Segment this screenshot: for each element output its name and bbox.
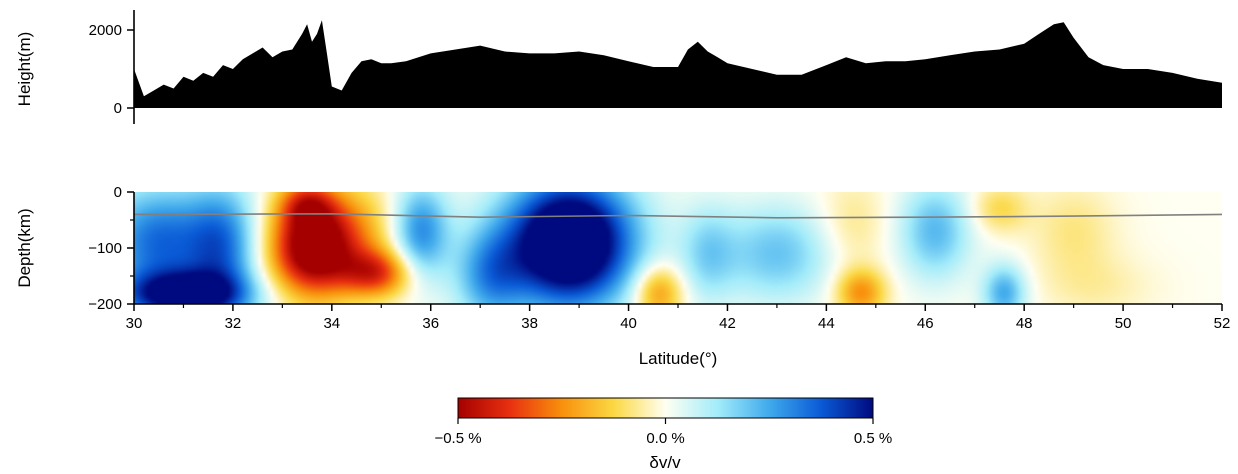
tomography-x-tick-label: 38 — [521, 315, 538, 332]
tomography-y-tick-label: −100 — [88, 240, 122, 257]
colorbar-title: δv/v — [649, 453, 681, 472]
colorbar-tick-label: 0.5 % — [854, 430, 892, 447]
tomography-x-tick-label: 30 — [126, 315, 143, 332]
tomography-y-axis-title: Depth(km) — [15, 208, 34, 287]
tomography-x-tick-label: 34 — [323, 315, 340, 332]
colorbar-gradient — [457, 397, 874, 419]
tomography-x-tick-label: 42 — [719, 315, 736, 332]
colorbar-tick-label: 0.0 % — [646, 430, 684, 447]
tomography-y-ticks: 0 −100 −200 — [88, 184, 134, 313]
tomography-x-tick-label: 40 — [620, 315, 637, 332]
topography-y-tick-label: 0 — [114, 100, 122, 117]
tomography-panel: 0 −100 −200 30 32 34 36 38 40 42 44 46 48 50 52 Depth… — [15, 184, 1230, 368]
tomography-x-axis-title: Latitude(°) — [639, 349, 718, 368]
tomography-x-tick-label: 48 — [1016, 315, 1033, 332]
tomography-x-tick-label: 36 — [422, 315, 439, 332]
topography-panel: 0 2000 Height(m) — [15, 10, 1222, 124]
tomography-y-tick-label: −200 — [88, 296, 122, 313]
topography-y-tick-label: 2000 — [89, 22, 122, 39]
colorbar: −0.5 % 0.0 % 0.5 % δv/v — [434, 397, 892, 472]
tomography-y-tick-label: 0 — [114, 184, 122, 201]
topography-y-ticks: 0 2000 — [89, 22, 134, 117]
tomography-x-tick-label: 52 — [1214, 315, 1231, 332]
tomography-x-ticks: 30 32 34 36 38 40 42 44 46 48 50 52 — [126, 304, 1231, 332]
tomography-x-tick-label: 44 — [818, 315, 835, 332]
velocity-anomaly-heatmap — [134, 192, 1222, 304]
colorbar-ticks: −0.5 % 0.0 % 0.5 % — [434, 418, 892, 447]
colorbar-tick-label: −0.5 % — [434, 430, 481, 447]
topography-area — [134, 20, 1222, 108]
tomography-x-tick-label: 50 — [1115, 315, 1132, 332]
tomography-x-tick-label: 46 — [917, 315, 934, 332]
moho-line — [133, 212, 1223, 219]
topography-y-axis-title: Height(m) — [15, 32, 34, 107]
tomography-x-tick-label: 32 — [225, 315, 242, 332]
